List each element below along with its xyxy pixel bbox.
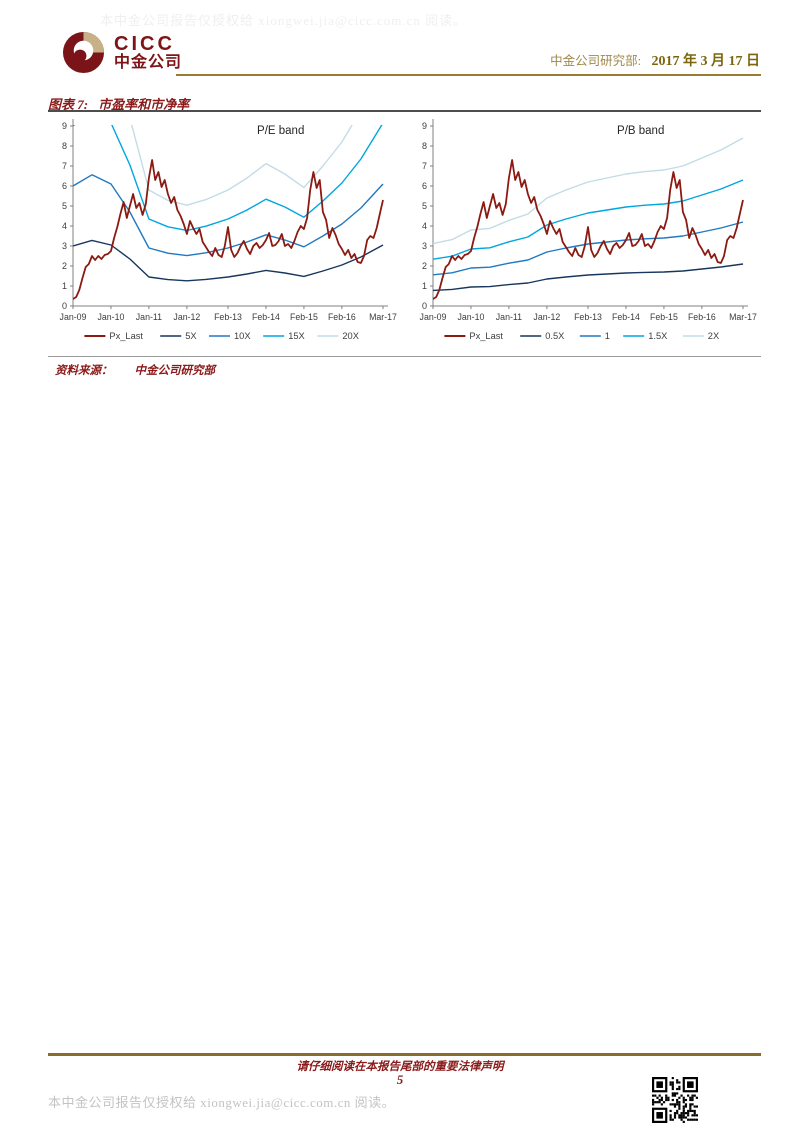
x-tick-label: Feb-16 <box>688 312 716 322</box>
y-tick-label: 1 <box>62 281 67 291</box>
x-tick-label: Jan-11 <box>496 312 522 322</box>
legend-label-15X: 15X <box>288 331 305 341</box>
watermark-top: 本中金公司报告仅授权给 xiongwei.jia@cicc.com.cn 阅读。 <box>100 13 468 28</box>
legend-label-Px_Last: Px_Last <box>469 331 503 341</box>
figure-title: 图表 7: 市盈率和市净率 <box>48 94 189 113</box>
logo-text-en: CICC <box>114 32 175 55</box>
y-tick-label: 7 <box>62 161 67 171</box>
legend-label-5X: 5X <box>185 331 196 341</box>
x-tick-label: Feb-13 <box>214 312 242 322</box>
research-dept-label: 中金公司研究部: <box>550 54 642 68</box>
chart-title: P/B band <box>617 125 664 137</box>
y-tick-label: 8 <box>62 141 67 151</box>
y-tick-label: 4 <box>422 221 427 231</box>
chart-title: P/E band <box>257 125 304 137</box>
series-1.5X <box>433 179 744 260</box>
x-tick-label: Jan-11 <box>136 312 162 322</box>
watermark-bottom: 本中金公司报告仅授权给 xiongwei.jia@cicc.com.cn 阅读。 <box>48 1095 396 1110</box>
cicc-logo-icon <box>62 31 105 74</box>
x-tick-label: Jan-10 <box>98 312 125 322</box>
x-tick-label: Feb-13 <box>574 312 602 322</box>
cicc-wordmark: CICC 中金公司 <box>114 34 182 72</box>
figure-label: 图表 7: <box>48 97 89 112</box>
series-Px_Last <box>73 159 384 300</box>
x-tick-label: Feb-15 <box>650 312 678 322</box>
header-rule <box>176 74 761 76</box>
y-tick-label: 2 <box>422 261 427 271</box>
y-tick-label: 6 <box>62 181 67 191</box>
source-row: 资料来源： 中金公司研究部 <box>55 362 215 378</box>
series-Px_Last <box>433 159 744 300</box>
y-tick-label: 3 <box>62 241 67 251</box>
y-tick-label: 9 <box>422 121 427 131</box>
x-tick-label: Jan-09 <box>60 312 87 322</box>
x-tick-label: Feb-15 <box>290 312 318 322</box>
figure-name: 市盈率和市净率 <box>98 97 190 112</box>
legend-label-1.5X: 1.5X <box>648 331 667 341</box>
legend-label-20X: 20X <box>342 331 359 341</box>
y-tick-label: 5 <box>422 201 427 211</box>
y-tick-label: 7 <box>422 161 427 171</box>
y-tick-label: 9 <box>62 121 67 131</box>
legend-label-2X: 2X <box>708 331 719 341</box>
series-2X <box>433 137 744 245</box>
footer-rule <box>48 1053 761 1056</box>
source-value: 中金公司研究部 <box>134 365 216 377</box>
x-tick-label: Feb-14 <box>612 312 640 322</box>
qr-code <box>652 1077 698 1123</box>
series-15X <box>73 125 383 232</box>
series-0.5X <box>433 263 744 292</box>
legal-notice: 请仔细阅读在本报告尾部的重要法律声明 <box>296 1061 504 1073</box>
figure-title-rule <box>48 110 761 112</box>
x-tick-label: Jan-12 <box>533 312 560 322</box>
y-tick-label: 1 <box>422 281 427 291</box>
logo-text-cn: 中金公司 <box>114 53 183 71</box>
cicc-logo: CICC 中金公司 <box>62 31 182 74</box>
pb-band-chart: 0 1 2 3 4 5 6 7 8 9 Jan-09 Jan-10 Jan-11 Jan-12 Feb-13… <box>420 119 757 341</box>
legend-label-Px_Last: Px_Last <box>109 331 143 341</box>
legend-label-10X: 10X <box>234 331 251 341</box>
legend-label-1: 1 <box>605 331 610 341</box>
y-tick-label: 6 <box>422 181 427 191</box>
y-tick-label: 0 <box>422 301 427 311</box>
x-tick-label: Mar-17 <box>369 312 397 322</box>
series-20X <box>131 125 353 206</box>
y-tick-label: 4 <box>62 221 67 231</box>
x-tick-label: Jan-12 <box>173 312 200 322</box>
y-tick-label: 5 <box>62 201 67 211</box>
pe-band-chart: 0 1 2 3 4 5 6 7 8 9 Jan-09 Jan-10 Jan-11 Jan-12 Feb-13… <box>60 119 397 341</box>
y-tick-label: 8 <box>422 141 427 151</box>
y-tick-label: 3 <box>422 241 427 251</box>
x-tick-label: Jan-09 <box>420 312 447 322</box>
figure-bottom-rule <box>48 356 761 357</box>
legend-label-0.5X: 0.5X <box>545 331 564 341</box>
x-tick-label: Mar-17 <box>729 312 757 322</box>
page-number: 5 <box>396 1072 404 1087</box>
header-meta: 中金公司研究部: 2017 年 3 月 17 日 <box>200 50 760 70</box>
x-tick-label: Feb-14 <box>252 312 280 322</box>
series-5X <box>73 239 384 282</box>
report-date: 2017 年 3 月 17 日 <box>651 54 761 69</box>
x-tick-label: Jan-10 <box>458 312 485 322</box>
y-tick-label: 0 <box>62 301 67 311</box>
y-tick-label: 2 <box>62 261 67 271</box>
x-tick-label: Feb-16 <box>328 312 356 322</box>
source-label: 资料来源： <box>55 365 113 377</box>
